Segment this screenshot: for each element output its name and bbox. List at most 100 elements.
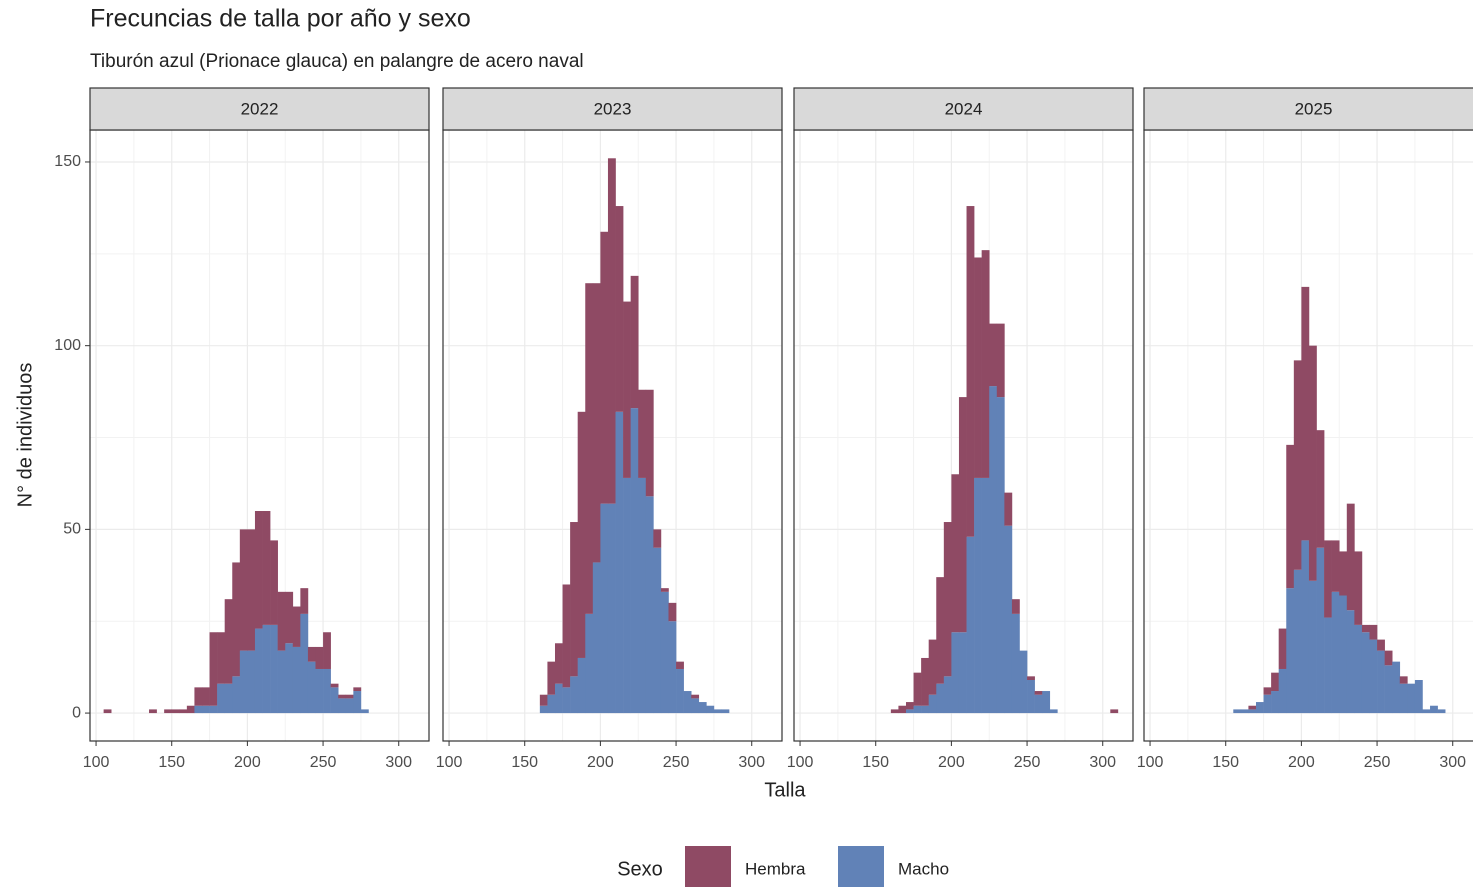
- y-tick-label: 50: [63, 521, 81, 538]
- bar: [600, 503, 609, 714]
- bar: [232, 676, 241, 714]
- bar: [645, 389, 654, 497]
- bar: [554, 643, 563, 684]
- bar: [1301, 286, 1310, 541]
- facet-title: 2025: [1295, 99, 1333, 118]
- bar: [149, 709, 157, 714]
- bar: [668, 602, 677, 622]
- bar: [330, 683, 339, 688]
- bar: [943, 676, 952, 714]
- bar: [345, 698, 354, 714]
- bar: [1354, 624, 1363, 714]
- bar: [1240, 709, 1249, 714]
- bar: [1248, 705, 1257, 710]
- chart-subtitle: Tiburón azul (Prionace glauca) en palang…: [90, 51, 584, 72]
- x-tick-label: 200: [1288, 754, 1315, 771]
- bar: [683, 691, 692, 714]
- y-axis-label: N° de individuos: [14, 363, 36, 508]
- bar: [1286, 444, 1295, 589]
- bar: [936, 683, 945, 714]
- bar: [966, 536, 975, 714]
- x-tick-label: 300: [738, 754, 765, 771]
- x-tick-label: 250: [663, 754, 690, 771]
- bar: [277, 591, 286, 651]
- bar: [179, 709, 188, 714]
- bar: [966, 206, 975, 537]
- bar: [1437, 709, 1446, 714]
- bar: [943, 522, 952, 677]
- bar: [1271, 672, 1279, 692]
- bar: [262, 624, 271, 714]
- bar: [254, 511, 263, 629]
- bar: [660, 591, 669, 714]
- bar: [300, 613, 309, 714]
- bar: [1369, 639, 1378, 714]
- bar: [981, 477, 990, 714]
- bar: [1354, 551, 1363, 625]
- bar: [592, 283, 601, 563]
- bar: [638, 477, 647, 714]
- bar: [928, 694, 937, 714]
- bar: [247, 650, 256, 714]
- bar: [630, 275, 639, 409]
- bar: [292, 606, 301, 647]
- bar: [600, 231, 609, 504]
- x-tick-label: 200: [587, 754, 614, 771]
- bar: [706, 705, 715, 714]
- bar: [1308, 580, 1317, 714]
- x-tick-label: 200: [938, 754, 965, 771]
- bar: [1422, 709, 1431, 714]
- bar: [315, 646, 324, 669]
- bar: [1034, 694, 1043, 714]
- bar: [232, 562, 241, 677]
- bar: [1361, 624, 1370, 633]
- bar: [951, 632, 960, 714]
- bar: [547, 694, 556, 714]
- bar: [607, 503, 616, 714]
- bar: [1377, 639, 1385, 651]
- bar: [1011, 613, 1020, 714]
- bar: [323, 632, 331, 669]
- x-tick-label: 100: [436, 754, 463, 771]
- bar: [307, 646, 316, 662]
- bar: [360, 709, 369, 714]
- bar: [1011, 599, 1020, 614]
- x-tick-label: 150: [862, 754, 889, 771]
- bar: [668, 621, 677, 714]
- bar: [1407, 683, 1416, 714]
- bar: [1027, 676, 1035, 681]
- bar: [698, 702, 707, 714]
- bar: [1346, 610, 1355, 714]
- bar: [1384, 665, 1393, 714]
- bar: [958, 397, 967, 633]
- bar: [660, 588, 669, 592]
- bar: [539, 694, 548, 706]
- bar: [1399, 676, 1408, 684]
- bar: [239, 529, 248, 651]
- bar: [585, 283, 594, 614]
- bar: [921, 657, 929, 706]
- bar: [615, 411, 624, 714]
- bar: [554, 683, 563, 714]
- bar: [292, 646, 301, 714]
- bar: [239, 650, 248, 714]
- bar: [209, 632, 218, 706]
- bar: [1377, 650, 1385, 714]
- bar: [103, 709, 112, 714]
- bar: [577, 411, 586, 658]
- bar: [585, 613, 594, 714]
- bar: [323, 668, 331, 714]
- bar: [164, 709, 173, 714]
- bar: [562, 687, 571, 714]
- bar: [1027, 680, 1035, 714]
- x-axis-label: Talla: [764, 779, 806, 801]
- bar: [1414, 680, 1423, 714]
- bar: [653, 529, 662, 548]
- bar: [353, 691, 362, 714]
- bar: [307, 661, 316, 714]
- bar: [330, 687, 339, 714]
- bar: [1278, 668, 1287, 714]
- bar: [1263, 687, 1272, 695]
- bar: [951, 474, 960, 633]
